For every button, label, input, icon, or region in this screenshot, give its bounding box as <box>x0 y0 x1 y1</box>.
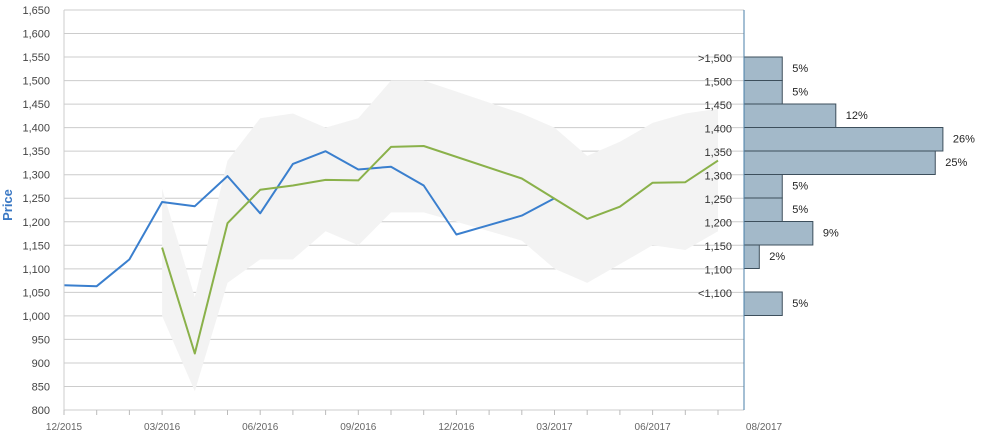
distribution-percent-label: 26% <box>953 134 975 146</box>
y-axis-label: Price <box>0 189 15 221</box>
distribution-percent-label: 12% <box>846 110 868 122</box>
price-series <box>63 145 719 355</box>
distribution-bin-label: >1,500 <box>698 53 732 65</box>
y-tick-label: 1,000 <box>22 311 50 323</box>
x-tick-label: 09/2016 <box>340 422 377 433</box>
distribution-bar <box>743 56 783 81</box>
distribution-bar <box>743 80 783 105</box>
y-tick-label: 1,250 <box>22 193 50 205</box>
y-tick-label: 1,500 <box>22 76 50 88</box>
distribution-bar <box>743 103 837 128</box>
y-tick-label: 1,550 <box>22 52 50 64</box>
distribution-bar <box>743 291 783 316</box>
x-tick-label: 12/2015 <box>46 422 83 433</box>
distribution-percent-label: 9% <box>823 228 839 240</box>
distribution-percent-label: 2% <box>769 251 785 263</box>
distribution-bin-label: 1,150 <box>704 241 732 253</box>
y-tick-label: 1,450 <box>22 99 50 111</box>
y-tick-label: 800 <box>32 405 50 417</box>
distribution-bar <box>743 197 783 222</box>
distribution-percent-label: 25% <box>945 157 967 169</box>
forecast-range-band <box>162 80 719 392</box>
distribution-bar <box>743 244 760 269</box>
distribution-bin-label: 1,300 <box>704 171 732 183</box>
distribution-percent-label: 5% <box>792 181 808 193</box>
distribution-bin-label: 1,350 <box>704 147 732 159</box>
y-axis-ticks: 800 850 900 950 1,000 1,050 1,100 1,150 1,200 1,2… <box>22 5 50 417</box>
distribution-bin-label: 1,500 <box>704 77 732 89</box>
y-tick-label: 1,100 <box>22 264 50 276</box>
y-tick-label: 1,350 <box>22 146 50 158</box>
x-tick-label: 08/2017 <box>746 422 783 433</box>
forecast-range-area <box>162 80 719 392</box>
distribution-bin-label: 1,100 <box>704 265 732 277</box>
y-tick-label: 1,200 <box>22 217 50 229</box>
y-tick-label: 900 <box>32 358 50 370</box>
x-tick-label: 06/2016 <box>242 422 279 433</box>
x-tick-label: 03/2017 <box>536 422 573 433</box>
distribution-bin-label: 1,450 <box>704 100 732 112</box>
distribution-bin-label: 1,200 <box>704 218 732 230</box>
y-tick-label: 1,400 <box>22 123 50 135</box>
distribution-bin-label: 1,400 <box>704 124 732 136</box>
distribution-bar <box>743 150 936 175</box>
x-tick-label: 03/2016 <box>144 422 181 433</box>
x-tick-label: 06/2017 <box>635 422 672 433</box>
actual-price-line <box>63 150 555 288</box>
distribution-percent-label: 5% <box>792 87 808 99</box>
distribution-bin-label: <1,100 <box>698 288 732 300</box>
distribution-bar <box>743 221 814 246</box>
distribution-bar <box>743 174 783 199</box>
distribution-bar <box>743 127 944 152</box>
distribution-bin-label: 1,250 <box>704 194 732 206</box>
forecast-price-line <box>161 145 719 355</box>
x-axis-ticks: 12/2015 03/2016 06/2016 09/2016 12/2016 03/20… <box>46 410 783 433</box>
distribution-percent-label: 5% <box>792 298 808 310</box>
y-tick-label: 1,050 <box>22 287 50 299</box>
y-tick-label: 950 <box>32 334 50 346</box>
y-tick-label: 1,300 <box>22 170 50 182</box>
x-tick-label: 12/2016 <box>438 422 475 433</box>
y-tick-label: 1,150 <box>22 240 50 252</box>
price-distribution: >1,500 5% 1,500 5% 1,450 12% 1,400 26% 1,350 25% 1… <box>698 53 975 316</box>
y-tick-label: 1,650 <box>22 5 50 17</box>
distribution-percent-label: 5% <box>792 63 808 75</box>
y-tick-label: 850 <box>32 381 50 393</box>
distribution-percent-label: 5% <box>792 204 808 216</box>
y-tick-label: 1,600 <box>22 29 50 41</box>
